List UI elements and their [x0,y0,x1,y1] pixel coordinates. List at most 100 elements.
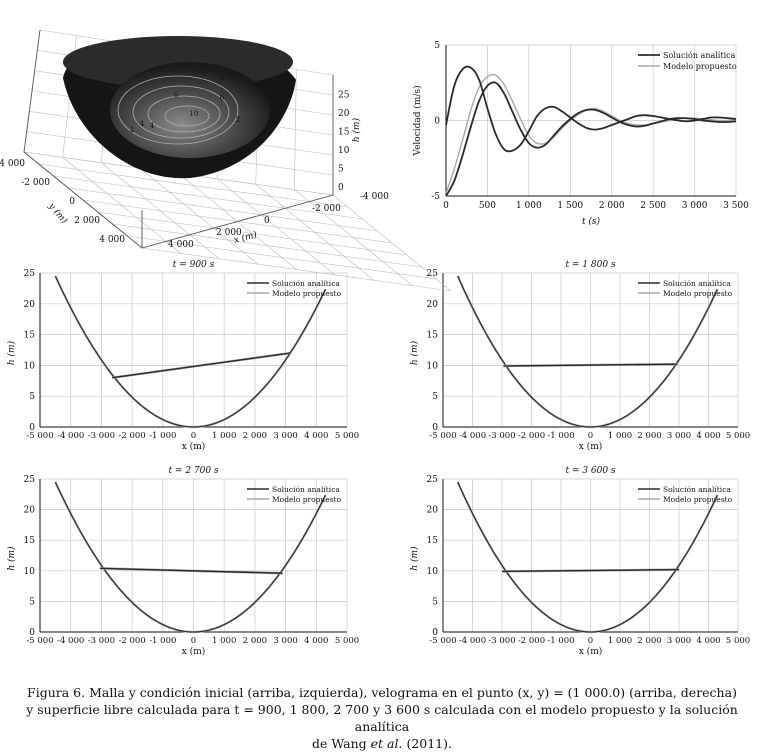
x-tick-label: -2 000 [118,431,145,441]
x-tick-label: -4 000 [57,636,84,646]
x-axis-label: x (m) [579,646,603,657]
contour-label: 6 [174,91,179,99]
floor-grid-line [294,189,413,286]
legend-label-analytic: Solución analítica [272,279,340,288]
y-tick-label: 15 [24,536,36,546]
y-tick-label: 5 [434,41,440,51]
x-tick-label: 3 500 [723,201,749,211]
floor-grid-line [216,178,336,276]
series-line-model [445,73,736,194]
contour-ring [147,95,221,133]
water-surface [110,62,270,158]
x-tick-label: -4 000 [57,431,84,441]
legend-label-model: Modelo propuesto [663,62,737,71]
contour-label: 6 [220,94,225,102]
x-tick-label: 2 000 [637,636,661,646]
panel-title: t = 900 s [173,260,215,270]
x-tick-label: -5 000 [26,431,53,441]
y-tick-label: 10 [24,567,36,577]
x-tick-label: -4 000 [459,636,486,646]
x-tick-label: 2 000 [637,431,661,441]
x-axis-label: x (m) [182,646,206,657]
legend-label-model: Modelo propuesto [663,495,733,504]
contour-ring [117,75,239,145]
y-tick-label: -4 000 [0,159,25,169]
panel-title: t = 3 600 s [565,466,616,476]
x-tick-label: -4 000 [360,192,389,202]
floor-grid-line [112,223,422,268]
bowl-analytic-line [54,275,326,428]
contour-label: 10 [190,110,199,118]
x-tick-label: 0 [588,636,593,646]
series-line-analytic [445,81,737,197]
series-line-analytic [445,65,737,153]
y-tick-label: 5 [29,597,35,607]
y-axis-label: h (m) [6,546,17,571]
panel-t900: 0 5 10 15 20 25 -5 000 -4 000 -3 000 -2 000 -1 000… [6,260,359,452]
y-tick-label: 0 [29,423,35,433]
x-tick-label: 4 000 [696,636,720,646]
contour-label: 8 [220,74,224,82]
y-tick-label: 5 [29,392,35,402]
x-tick-label: 5 000 [726,431,750,441]
y-tick-label: 10 [427,567,439,577]
y-tick-label: 10 [427,361,439,371]
x-tick-label: 3 000 [273,636,297,646]
y-axis-label: Velocidad (m/s) [412,85,423,156]
x-tick-label: 1 500 [557,201,583,211]
legend-label-analytic: Solución analítica [272,485,340,494]
x-tick-label: 3 000 [667,431,691,441]
x-tick-label: 0 [588,431,593,441]
x-tick-label: 4 000 [304,431,328,441]
y-tick-label: 20 [24,506,36,516]
panel-velocity: 0 500 1 000 1 500 2 000 2 500 3 000 3 500-505t … [412,41,749,227]
y-tick-label: 10 [24,361,36,371]
y-tick-label: 5 [432,597,438,607]
z-tick-label: 5 [338,165,344,175]
y-axis-label: h (m) [6,340,17,365]
surface-analytic-line [503,363,678,367]
y-tick-label: 15 [427,331,439,341]
legend-label-analytic: Solución analítica [663,485,731,494]
caption-line-2: y superficie libre calculada para t = 90… [26,702,738,734]
x-tick-label: -2 000 [312,204,341,214]
x-tick-label: 1 000 [212,636,236,646]
y-tick-label: 20 [427,506,439,516]
caption-line-1: Figura 6. Malla y condición inicial (arr… [27,685,737,700]
x-tick-label: -5 000 [429,431,456,441]
x-tick-label: -1 000 [547,431,574,441]
x-tick-label: -2 000 [118,636,145,646]
x-tick-label: -5 000 [26,636,53,646]
floor-grid-line [127,235,437,280]
y-tick-label: 25 [24,269,36,279]
y-tick-label: 0 [69,197,75,207]
y-tick-label: -5 [431,192,440,202]
floor-grid-line [97,211,407,256]
legend-label-model: Modelo propuesto [663,289,733,298]
x-tick-label: 5 000 [726,636,750,646]
x-tick-label: 2 000 [599,201,625,211]
x-tick-label: 1 000 [516,201,542,211]
contour-label: 4 [150,122,155,130]
panel-title: t = 1 800 s [565,260,616,270]
x-tick-label: 4 000 [168,240,194,250]
bowl-analytic-line [457,275,718,428]
figure-caption: Figura 6. Malla y condición inicial (arr… [0,684,764,752]
legend-label-analytic: Solución analítica [663,51,736,60]
contour-ring [132,85,230,139]
y-tick-label: 0 [432,423,438,433]
y-tick-label: 25 [24,475,36,485]
x-axis-label: t (s) [582,216,601,227]
z-tick-label: 25 [338,91,350,101]
x-tick-label: 2 500 [640,201,666,211]
x-axis-label: x (m) [579,441,603,452]
x-tick-label: 0 [264,216,270,226]
x-tick-label: 4 000 [696,431,720,441]
x-tick-label: 5 000 [335,431,359,441]
panel-t2700: 0 5 10 15 20 25 -5 000 -4 000 -3 000 -2 000 -1 000… [6,466,359,657]
floor-grid-line [255,184,374,281]
z-tick-label: 20 [338,109,350,119]
y-tick-label: 0 [29,628,35,638]
y-tick-label: 20 [427,300,439,310]
